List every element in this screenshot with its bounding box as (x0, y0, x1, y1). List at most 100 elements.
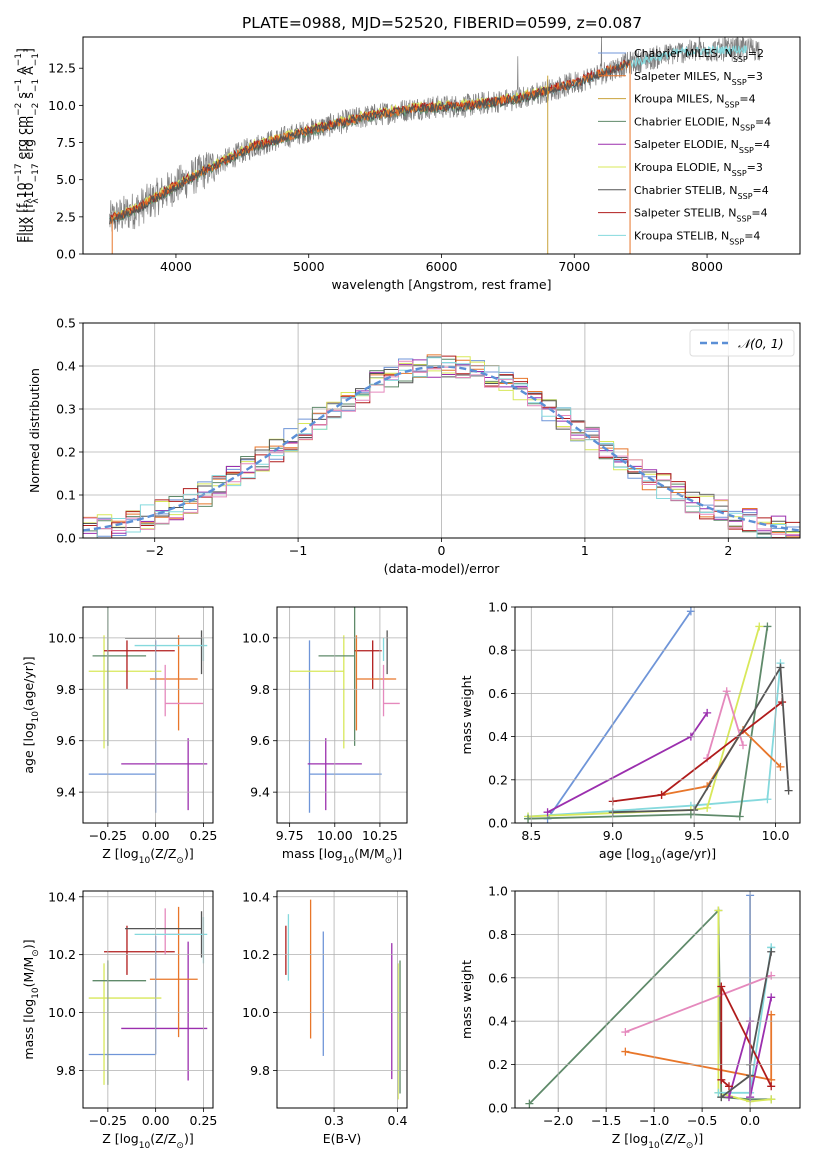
x-tick-label: 4000 (160, 259, 192, 274)
weight-marker-salpeter_stelib (767, 1082, 776, 1091)
y-axis-label: Flux [fλ10−17 erg cm−2 s−1 A−1] (21, 48, 41, 243)
weight-marker-salpeter_elodie (543, 808, 552, 817)
panel-spectrum: 4000 5000 6000 7000 8000 0.0 2.5 5.0 7.5 10.0 12.5… (14, 36, 801, 292)
weight-line-kroupa_stelib (527, 663, 782, 818)
y-axis-label: Normed distribution (27, 368, 42, 493)
y-tick-label: 0.3 (56, 402, 76, 417)
y-tick-label: 0.4 (488, 729, 508, 744)
weight-line-salpeter_elodie (547, 712, 708, 813)
weight-marker-salpeter_stelib (724, 1082, 733, 1091)
plot-area (525, 891, 776, 1108)
y-tick-label: 0.8 (488, 927, 508, 942)
x-axis-label: Z [log10(Z/Z⊙)] (612, 1131, 703, 1151)
weight-line-chabrier_stelib (612, 664, 790, 814)
y-tick-label: 0.4 (56, 359, 76, 374)
weight-marker-salpeter_stelib (717, 1075, 726, 1084)
plot-area (88, 607, 208, 813)
weight-marker-kroupa_elodie (703, 803, 712, 812)
x-axis-label: E(B-V) (323, 1131, 362, 1146)
x-tick-label: −2 (145, 543, 163, 558)
plot-area (88, 906, 208, 1085)
y-tick-label: 12.5 (48, 61, 76, 76)
x-tick-label: 10.0 (762, 828, 790, 843)
x-tick-label: 0.4 (388, 1113, 408, 1128)
x-tick-label: 0.0 (740, 1113, 760, 1128)
weight-marker-kroupa_elodie (755, 622, 764, 631)
x-axis-label: age [log10(age/yr)] (599, 846, 716, 866)
y-axis-label: mass weight (459, 675, 474, 754)
y-tick-label: 10.2 (242, 947, 270, 962)
legend: Chabrier MILES, NSSP=2 Salpeter MILES, NS… (598, 47, 771, 246)
y-tick-label: 7.5 (56, 135, 76, 150)
panel-residuals: −2 −1 0 1 2 0.0 0.1 0.2 0.3 0.4 0.5 (data-model)/er… (27, 316, 801, 576)
x-axis-label: mass [log10(M/M⊙)] (282, 846, 402, 866)
legend-label: 𝒩(0, 1) (738, 336, 784, 351)
y-tick-label: 0.5 (56, 316, 76, 331)
weight-marker-kroupa_stelib (763, 795, 772, 804)
x-tick-label: 9.0 (603, 828, 623, 843)
legend-label: Chabrier ELODIE, NSSP=4 (634, 115, 771, 131)
axes-frame (514, 890, 801, 1109)
model-spectrum-chabrier_elodie (109, 88, 549, 222)
x-tick-label: 1 (581, 543, 589, 558)
weight-marker-pink (621, 1028, 630, 1037)
legend-label: Kroupa MILES, NSSP=4 (634, 93, 756, 110)
legend-box (689, 329, 795, 357)
plot-area (109, 37, 761, 254)
y-tick-label: 9.8 (250, 1063, 270, 1078)
legend-label: Kroupa STELIB, NSSP=4 (634, 229, 760, 246)
weight-line-salpeter_stelib (720, 986, 773, 1087)
y-tick-label: 0.2 (56, 445, 76, 460)
x-tick-label: 2 (724, 543, 732, 558)
panel-age_vs_mass: 9.75 10.00 10.25 9.4 9.6 9.8 10.0 mass [log10(M… (242, 606, 408, 866)
weight-marker-kroupa_elodie (767, 1095, 776, 1104)
weight-line-kroupa_elodie (717, 910, 772, 1103)
y-tick-label: 0.0 (56, 247, 76, 262)
x-tick-label: 0.25 (190, 828, 218, 843)
weight-marker-salpeter_stelib (657, 790, 666, 799)
weight-marker-chabrier_stelib (776, 663, 785, 672)
x-tick-label: −0.5 (687, 1113, 717, 1128)
model-spectrum-salpeter_miles (109, 61, 630, 225)
weight-marker-chabrier_stelib (784, 786, 793, 795)
x-axis-label: Z [log10(Z/Z⊙)] (102, 1131, 193, 1151)
legend: 𝒩(0, 1) (689, 329, 795, 357)
y-tick-label: 10.4 (242, 889, 270, 904)
axes-frame (82, 36, 801, 255)
y-tick-label: 10.0 (48, 98, 76, 113)
weight-line-chabrier_elodie (527, 626, 769, 820)
axes-frame (82, 890, 214, 1109)
panel-weights_vs_Z: −2.0 −1.5 −1.0 −0.5 0.0 0.0 0.2 0.4 0.6 0.8 1.0 Z [… (459, 884, 801, 1151)
y-tick-label: 1.0 (488, 600, 508, 615)
figure-title: PLATE=0988, MJD=52520, FIBERID=0599, z=0… (242, 14, 642, 32)
y-axis-label: age [log10(age/yr)] (21, 656, 41, 773)
weight-marker-chabrier_stelib (717, 1093, 726, 1102)
y-tick-label: 9.4 (56, 785, 76, 800)
axes-frame (82, 322, 801, 539)
x-tick-label: 10.00 (317, 828, 353, 843)
panel-age_vs_Z: −0.25 0.00 0.25 9.4 9.6 9.8 10.0 Z [log10(Z/Z⊙)… (21, 606, 218, 866)
x-tick-label: 8.5 (521, 828, 541, 843)
y-tick-label: 0.8 (488, 643, 508, 658)
x-axis-label: Z [log10(Z/Z⊙)] (102, 846, 193, 866)
y-tick-label: 0.6 (488, 686, 508, 701)
legend-label: Salpeter MILES, NSSP=3 (634, 70, 763, 87)
weight-marker-chabrier_elodie (525, 1099, 534, 1108)
legend-label: Salpeter STELIB, NSSP=4 (634, 207, 768, 224)
weight-line-salpeter_stelib (612, 701, 783, 803)
y-tick-label: 10.2 (48, 947, 76, 962)
y-tick-label: 9.8 (250, 682, 270, 697)
y-tick-label: 9.8 (56, 682, 76, 697)
weight-marker-chabrier_elodie (763, 622, 772, 631)
y-tick-label: 10.0 (242, 630, 270, 645)
y-tick-label: 10.0 (48, 1005, 76, 1020)
x-tick-label: 9.5 (684, 828, 704, 843)
weight-marker-salpeter_elodie (724, 1093, 733, 1102)
weight-line-kroupa_elodie (527, 626, 761, 818)
y-tick-label: 10.4 (48, 889, 76, 904)
weight-marker-kroupa_stelib (714, 1088, 723, 1097)
y-tick-label: 9.4 (250, 785, 270, 800)
y-tick-label: 9.6 (250, 733, 270, 748)
x-tick-label: 8000 (691, 259, 723, 274)
legend-label: Chabrier MILES, NSSP=2 (634, 47, 764, 64)
